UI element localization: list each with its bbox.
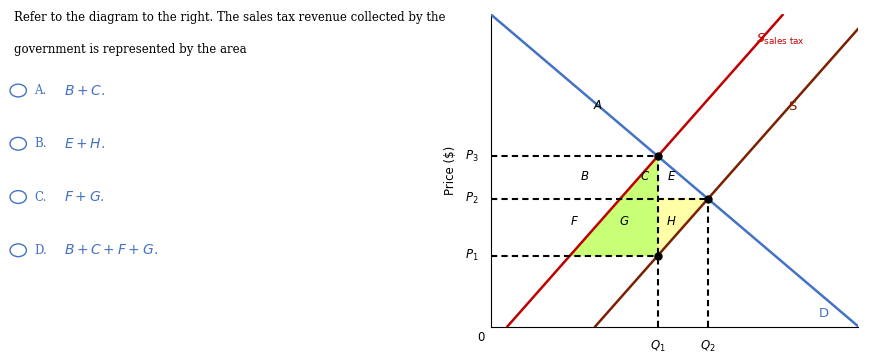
Text: Refer to the diagram to the right. The sales tax revenue collected by the: Refer to the diagram to the right. The s… <box>14 11 445 24</box>
Polygon shape <box>570 156 658 256</box>
Text: G: G <box>620 215 629 228</box>
Text: $\mathit{B+C.}$: $\mathit{B+C.}$ <box>64 83 105 98</box>
Text: $P_2$: $P_2$ <box>465 191 479 206</box>
Text: $\mathit{F+G.}$: $\mathit{F+G.}$ <box>64 190 104 204</box>
Text: F: F <box>571 215 577 228</box>
Text: $S_{\mathregular{sales\ tax}}$: $S_{\mathregular{sales\ tax}}$ <box>757 32 805 47</box>
Text: C: C <box>640 170 648 182</box>
Text: $Q_1$: $Q_1$ <box>650 339 666 355</box>
Text: $\mathit{E+H.}$: $\mathit{E+H.}$ <box>64 137 105 151</box>
Text: $P_3$: $P_3$ <box>465 149 479 164</box>
Text: $P_1$: $P_1$ <box>465 248 479 263</box>
Text: Price ($): Price ($) <box>444 146 457 195</box>
Text: S: S <box>788 99 796 113</box>
Text: H: H <box>667 215 675 228</box>
Text: $\mathit{B+C+F+G.}$: $\mathit{B+C+F+G.}$ <box>64 243 158 257</box>
Text: D: D <box>818 307 829 320</box>
Text: B.: B. <box>34 137 46 150</box>
Text: A: A <box>594 99 602 111</box>
Text: D.: D. <box>34 244 47 257</box>
Text: government is represented by the area: government is represented by the area <box>14 43 246 56</box>
Text: $Q_2$: $Q_2$ <box>700 339 716 355</box>
Text: C.: C. <box>34 191 46 203</box>
Text: B: B <box>580 170 588 182</box>
Text: 0: 0 <box>477 332 484 344</box>
Polygon shape <box>658 199 708 256</box>
Text: A.: A. <box>34 84 46 97</box>
Text: E: E <box>668 170 675 182</box>
